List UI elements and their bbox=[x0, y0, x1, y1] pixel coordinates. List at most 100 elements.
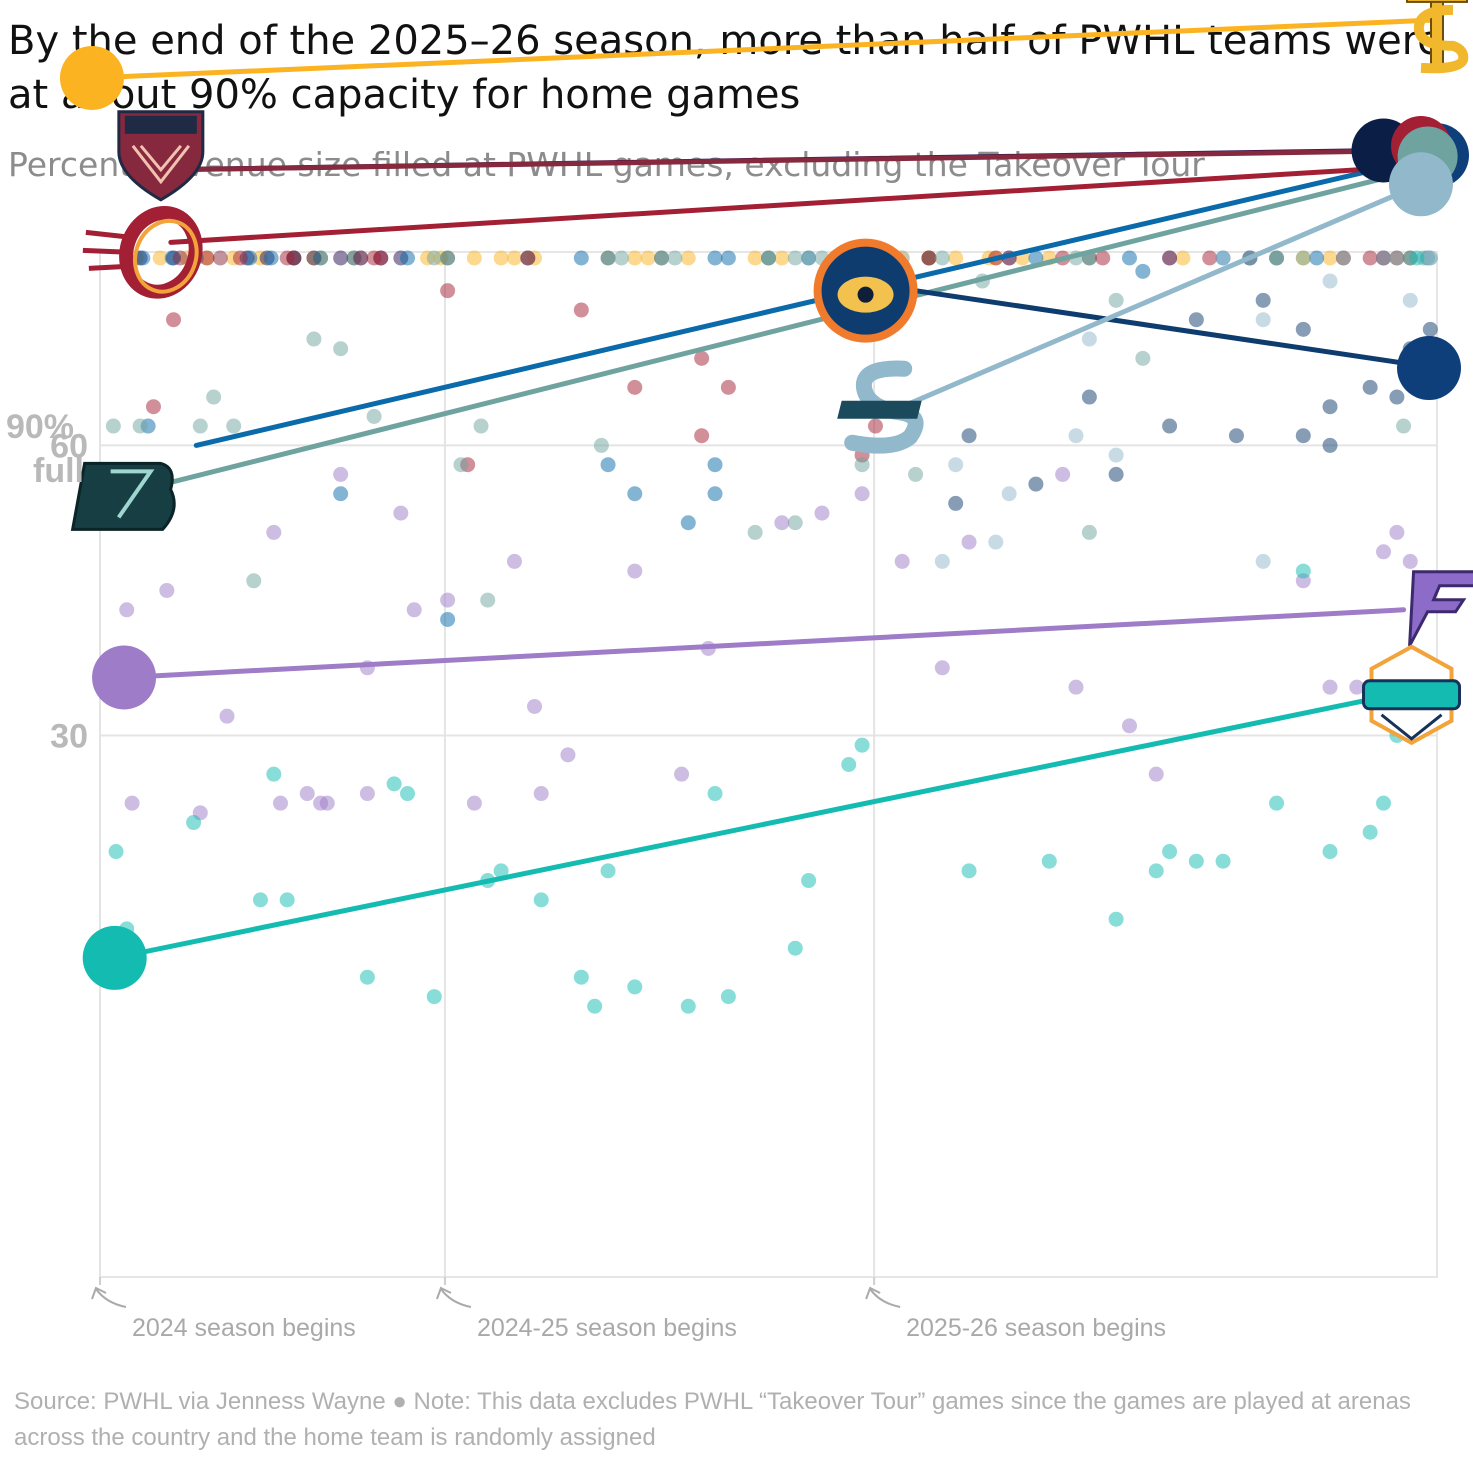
data-point-purple bbox=[1349, 679, 1365, 695]
data-point-newyork bbox=[333, 341, 349, 357]
data-point-seattle bbox=[1068, 428, 1084, 444]
new-york-sirens-shield-icon bbox=[1362, 644, 1462, 746]
data-point-vancouver bbox=[1255, 292, 1271, 308]
data-point-purple bbox=[219, 708, 235, 724]
data-point-newyork bbox=[667, 250, 683, 266]
data-point-newyork bbox=[854, 457, 870, 473]
data-point-newyork bbox=[787, 250, 803, 266]
data-point-newyork bbox=[105, 418, 121, 434]
trend-line-toronto bbox=[89, 17, 1440, 81]
endpoint-dot-purple bbox=[92, 645, 157, 710]
data-point-teal bbox=[1188, 853, 1204, 869]
data-point-toronto bbox=[493, 250, 509, 266]
data-point-boston bbox=[707, 250, 723, 266]
data-point-purple bbox=[466, 795, 482, 811]
charge-accent bbox=[133, 218, 199, 294]
data-point-purple bbox=[533, 786, 549, 802]
y-tick-label: 60 bbox=[50, 427, 88, 465]
data-point-purple bbox=[560, 747, 576, 763]
data-point-boston bbox=[440, 250, 456, 266]
data-point-vancouver bbox=[1081, 389, 1097, 405]
trend-line-newyork bbox=[84, 162, 1440, 506]
data-point-teal bbox=[1376, 795, 1392, 811]
data-point-teal bbox=[108, 844, 124, 860]
data-point-purple bbox=[506, 553, 522, 569]
data-point-ottawa bbox=[199, 250, 215, 266]
grid-layer bbox=[99, 251, 1438, 1285]
logos-layer bbox=[59, 0, 1473, 990]
season-label-2: 2025-26 season begins bbox=[906, 1314, 1166, 1342]
goldeneyes-pupil bbox=[857, 286, 874, 303]
data-point-purple bbox=[627, 563, 643, 579]
data-point-vancouver bbox=[1108, 466, 1124, 482]
trend-line-teal bbox=[112, 694, 1387, 961]
data-point-purple bbox=[1389, 524, 1405, 540]
data-point-purple bbox=[299, 786, 315, 802]
source-note: Source: PWHL via Jenness Wayne ● Note: T… bbox=[14, 1388, 1411, 1451]
data-point-newyork bbox=[1389, 250, 1405, 266]
data-point-teal bbox=[1269, 795, 1285, 811]
data-point-vancouver bbox=[1228, 428, 1244, 444]
data-point-newyork bbox=[1108, 292, 1124, 308]
toronto-sceptres-icon bbox=[1406, 0, 1469, 74]
trend-line-purple bbox=[121, 607, 1407, 680]
data-point-seattle bbox=[934, 553, 950, 569]
data-point-teal bbox=[1148, 863, 1164, 879]
data-point-teal bbox=[1108, 911, 1124, 927]
trend-lines-layer bbox=[84, 17, 1440, 961]
data-point-boston bbox=[333, 486, 349, 502]
data-point-boston bbox=[707, 457, 723, 473]
data-point-purple bbox=[266, 524, 282, 540]
data-point-seattle bbox=[1255, 553, 1271, 569]
y-tick-full-label: full bbox=[33, 452, 84, 490]
data-point-newyork bbox=[613, 250, 629, 266]
data-point-boston bbox=[707, 486, 723, 502]
data-point-teal bbox=[266, 766, 282, 782]
data-point-teal bbox=[707, 786, 723, 802]
data-point-ottawa bbox=[440, 283, 456, 299]
data-point-newyork bbox=[226, 418, 242, 434]
data-point-purple bbox=[313, 795, 329, 811]
data-point-purple bbox=[674, 766, 690, 782]
data-point-purple bbox=[124, 795, 140, 811]
data-point-ottawa bbox=[145, 399, 161, 415]
season-arrow-head-2 bbox=[865, 1286, 881, 1300]
data-point-vancouver bbox=[1322, 437, 1338, 453]
data-point-purple bbox=[272, 795, 288, 811]
data-point-purple bbox=[774, 515, 790, 531]
data-point-boston bbox=[1135, 263, 1151, 279]
data-point-ottawa bbox=[373, 250, 389, 266]
data-point-teal bbox=[841, 757, 857, 772]
data-point-purple bbox=[359, 786, 375, 802]
data-point-seattle bbox=[1081, 331, 1097, 347]
data-point-teal bbox=[1322, 844, 1338, 860]
data-point-boston bbox=[1309, 250, 1325, 266]
endpoint-dot-teal bbox=[82, 925, 147, 990]
data-point-ottawa bbox=[694, 428, 710, 444]
data-point-teal bbox=[720, 989, 736, 1005]
data-point-newyork bbox=[473, 418, 489, 434]
data-point-teal bbox=[1041, 853, 1057, 869]
data-point-seattle bbox=[1376, 250, 1392, 266]
data-point-vancouver bbox=[1389, 389, 1405, 405]
endpoint-dot-vancouver bbox=[1397, 336, 1461, 401]
trend-line-ottawa bbox=[168, 162, 1440, 245]
data-point-teal bbox=[587, 998, 603, 1014]
data-point-boston bbox=[313, 250, 329, 266]
data-point-purple bbox=[894, 553, 910, 569]
data-point-toronto bbox=[680, 250, 696, 266]
sceptre-bar bbox=[1406, 0, 1468, 3]
data-point-boston bbox=[600, 457, 616, 473]
data-point-teal bbox=[386, 776, 402, 792]
data-point-purple bbox=[159, 582, 175, 598]
data-point-ottawa bbox=[520, 250, 536, 266]
sirens-mark bbox=[70, 461, 176, 531]
vancouver-goldeneyes-icon bbox=[813, 238, 918, 343]
data-point-vancouver bbox=[1028, 476, 1044, 492]
data-point-vancouver bbox=[1422, 321, 1438, 337]
sirens-band bbox=[1362, 679, 1462, 711]
data-point-ottawa bbox=[1095, 250, 1111, 266]
data-point-ottawa bbox=[1162, 250, 1178, 266]
pwhl-f-icon bbox=[1408, 570, 1473, 647]
data-point-purple bbox=[1402, 553, 1418, 569]
